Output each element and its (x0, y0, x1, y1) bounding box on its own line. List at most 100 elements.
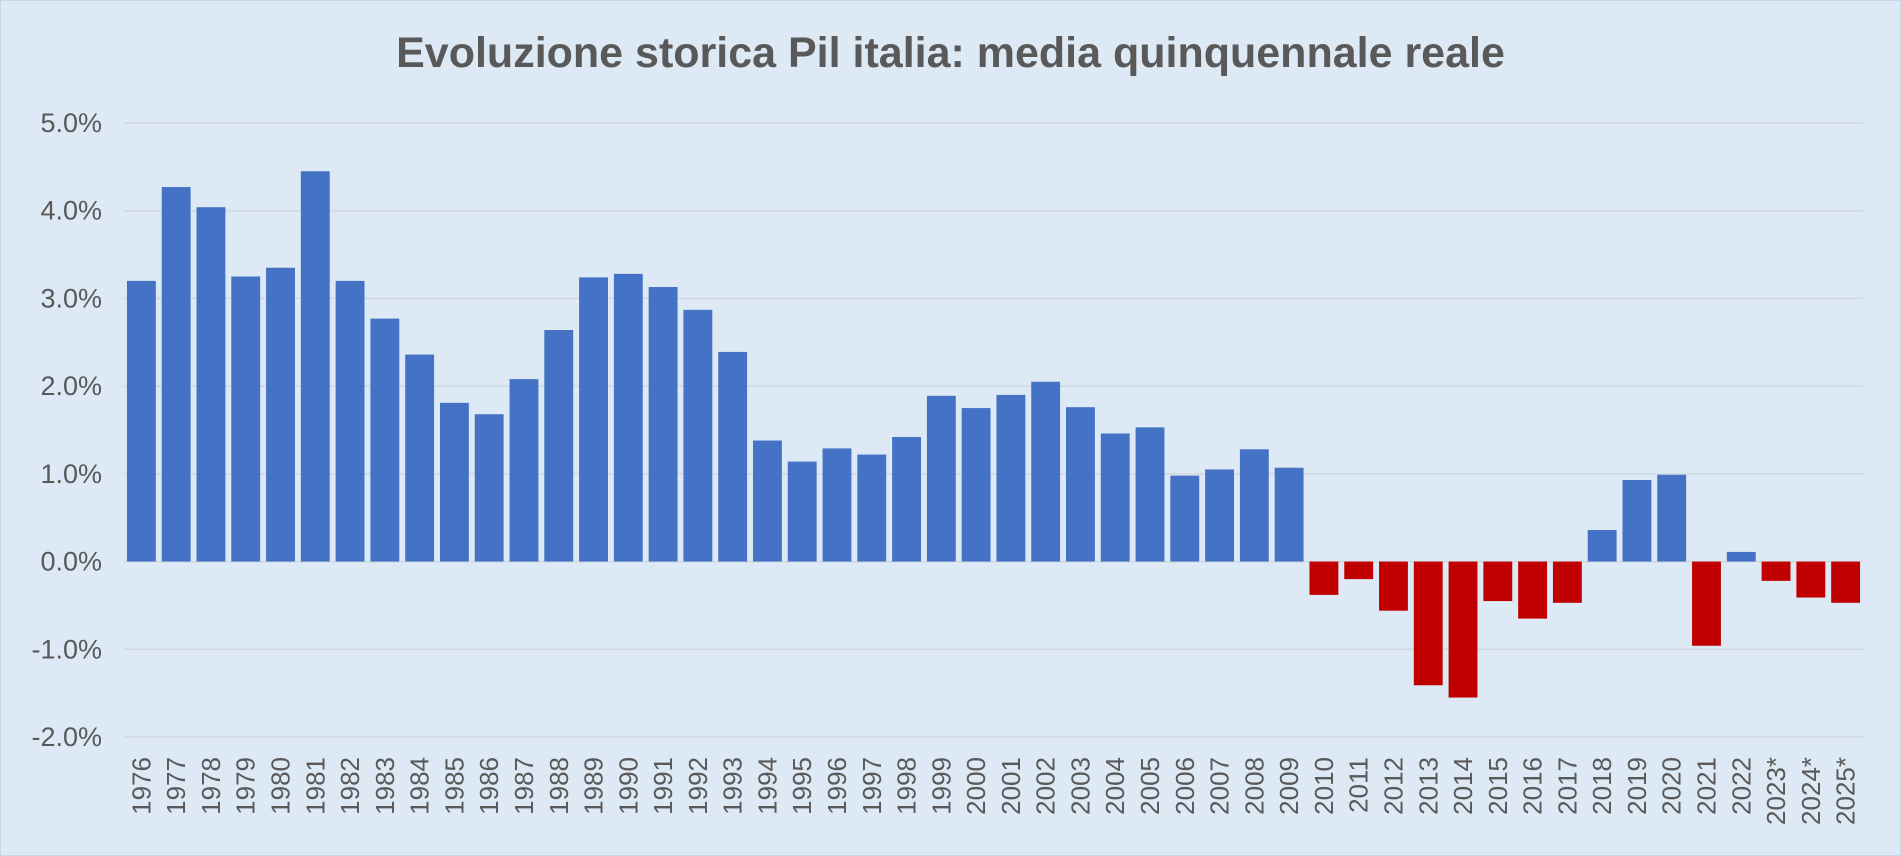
bar (1066, 407, 1095, 562)
x-tick-label: 1978 (196, 757, 226, 815)
x-tick-label: 2024* (1796, 757, 1826, 825)
x-tick-label: 1982 (335, 757, 365, 815)
bar (509, 379, 539, 562)
bar (822, 448, 852, 562)
x-tick-label: 2025* (1831, 757, 1861, 825)
x-tick-label: 1992 (683, 757, 713, 815)
x-tick-label: 2013 (1413, 757, 1443, 815)
x-tick-label: 2004 (1100, 757, 1130, 815)
x-tick-label: 2014 (1448, 757, 1478, 815)
bar (1761, 561, 1791, 581)
y-tick-label: -1.0% (31, 634, 102, 664)
bar (787, 461, 817, 562)
y-tick-label: -2.0% (31, 722, 102, 752)
x-tick-label: 2016 (1518, 757, 1548, 815)
x-tick-label: 1999 (926, 757, 956, 815)
x-tick-label: 1977 (161, 757, 191, 815)
bar (300, 171, 330, 562)
bar (1448, 561, 1478, 698)
x-tick-label: 2008 (1239, 757, 1269, 815)
bar (1413, 561, 1443, 686)
x-tick-label: 1986 (474, 757, 504, 815)
x-tick-label: 1988 (544, 757, 574, 815)
bar (161, 187, 191, 562)
x-tick-label: 1989 (579, 757, 609, 815)
y-tick-label: 0.0% (40, 547, 102, 577)
x-tick-label: 2007 (1205, 757, 1235, 815)
x-tick-label: 1995 (787, 757, 817, 815)
bar (1518, 561, 1548, 619)
y-tick-label: 5.0% (40, 108, 102, 138)
x-tick-label: 2010 (1309, 757, 1339, 815)
x-tick-label: 2020 (1657, 757, 1687, 815)
bar (718, 351, 748, 562)
bar (1239, 449, 1269, 562)
y-tick-label: 4.0% (40, 196, 102, 226)
x-tick-label: 2002 (1031, 757, 1061, 815)
bar (266, 267, 295, 562)
bar (405, 354, 435, 562)
x-tick-label: 1983 (370, 757, 400, 815)
bar (1622, 479, 1652, 562)
bar (1483, 561, 1513, 602)
bar (926, 395, 956, 562)
bar (474, 414, 504, 562)
x-tick-label: 1979 (231, 757, 261, 815)
x-tick-label: 2003 (1065, 757, 1095, 815)
bar (1205, 469, 1235, 562)
bar (196, 207, 226, 562)
x-tick-label: 2001 (996, 757, 1026, 815)
bar (1726, 551, 1756, 562)
x-tick-label: 2012 (1378, 757, 1408, 815)
bar (1309, 561, 1339, 595)
x-tick-label: 1996 (822, 757, 852, 815)
x-tick-label: 2017 (1552, 757, 1582, 815)
bar (1135, 427, 1165, 562)
x-tick-label: 1991 (648, 757, 678, 815)
x-tick-label: 1993 (718, 757, 748, 815)
y-tick-label: 2.0% (40, 371, 102, 401)
x-tick-label: 2021 (1691, 757, 1721, 815)
x-tick-label: 1994 (752, 757, 782, 815)
x-tick-label: 2000 (961, 757, 991, 815)
y-tick-label: 3.0% (40, 283, 102, 313)
x-tick-label: 2006 (1170, 757, 1200, 815)
bar (996, 394, 1026, 562)
x-tick-label: 1990 (613, 757, 643, 815)
bar (1170, 475, 1200, 562)
chart-title: Evoluzione storica Pil italia: media qui… (396, 29, 1505, 77)
x-tick-label: 2019 (1622, 757, 1652, 815)
bar (439, 402, 469, 562)
x-tick-label: 1997 (857, 757, 887, 815)
bar (1657, 474, 1687, 562)
bar (752, 440, 782, 562)
x-tick-label: 1981 (300, 757, 330, 815)
bar (1031, 381, 1061, 562)
bar (335, 280, 365, 562)
bar (231, 276, 261, 562)
x-tick-label: 1987 (509, 757, 539, 815)
x-tick-label: 2009 (1274, 757, 1304, 815)
bar (857, 454, 887, 562)
bar (961, 408, 991, 562)
x-tick-label: 2023* (1761, 757, 1791, 825)
x-tick-label: 2018 (1587, 757, 1617, 815)
x-tick-label: 1980 (266, 757, 296, 815)
bar (1831, 561, 1861, 603)
bar (892, 437, 921, 562)
bar (613, 273, 643, 562)
bar (1796, 561, 1826, 598)
bar (544, 330, 574, 562)
bar (1587, 529, 1617, 562)
bar (1344, 561, 1374, 580)
x-tick-label: 1976 (126, 757, 156, 815)
bar (1274, 467, 1304, 562)
y-tick-label: 1.0% (40, 459, 102, 489)
bar (683, 309, 713, 562)
bar (1379, 561, 1408, 611)
x-tick-label: 2011 (1344, 757, 1374, 813)
bar (648, 287, 678, 562)
bar (1552, 561, 1582, 603)
